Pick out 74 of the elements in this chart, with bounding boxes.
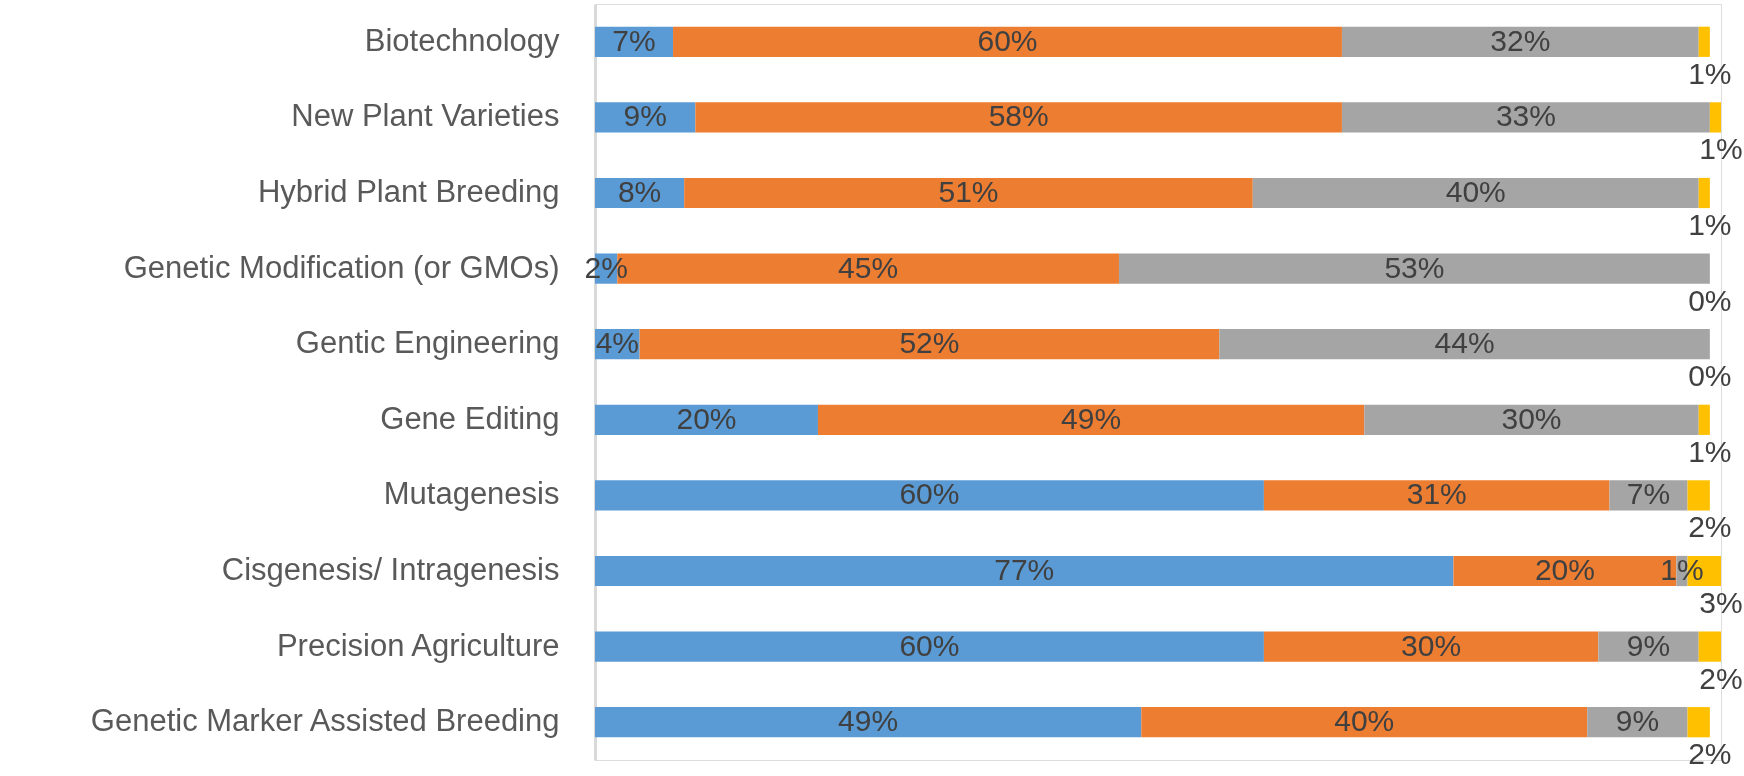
data-label: 9% xyxy=(1626,628,1671,662)
data-label: 53% xyxy=(1384,250,1445,284)
data-label: 9% xyxy=(623,99,667,133)
data-label: 1% xyxy=(1699,132,1743,166)
bar xyxy=(1709,102,1721,133)
y-tick-label: Precision Agriculture xyxy=(276,627,560,663)
bar xyxy=(1687,707,1710,738)
data-label: 77% xyxy=(994,553,1055,586)
y-tick-label: Biotechnology xyxy=(364,22,560,58)
bar xyxy=(695,102,1342,133)
bar xyxy=(595,631,1264,662)
bar xyxy=(673,26,1342,57)
y-tick-label: Genetic Marker Assisted Breeding xyxy=(90,703,560,739)
data-label: 2% xyxy=(1699,661,1743,695)
data-label: 20% xyxy=(676,401,737,435)
bar xyxy=(1141,707,1588,738)
data-label: 8% xyxy=(617,175,662,208)
bar xyxy=(595,480,1264,511)
data-label: 45% xyxy=(838,250,899,284)
bar xyxy=(1263,480,1610,511)
data-label: 7% xyxy=(1626,477,1671,511)
data-label: 33% xyxy=(1495,99,1556,133)
data-label: 0% xyxy=(1688,359,1732,393)
bar xyxy=(1698,26,1710,57)
data-label: 30% xyxy=(1401,628,1462,662)
data-label: 52% xyxy=(899,326,960,360)
y-tick-label: Mutagenesis xyxy=(383,476,560,512)
bar xyxy=(1698,404,1710,435)
bar xyxy=(1219,329,1710,360)
data-label: 32% xyxy=(1490,23,1551,57)
data-label: 2% xyxy=(1688,737,1732,771)
data-label: 30% xyxy=(1501,401,1562,435)
bar xyxy=(595,555,1454,587)
data-label: 1% xyxy=(1688,208,1732,241)
bar xyxy=(684,177,1253,209)
bar xyxy=(1118,253,1710,284)
bar xyxy=(1698,177,1710,209)
data-label: 9% xyxy=(1615,704,1660,738)
y-tick-label: Cisgenesis/ Intragenesis xyxy=(221,552,560,587)
data-label: 60% xyxy=(977,23,1038,57)
data-label: 0% xyxy=(1688,283,1732,317)
data-label: 40% xyxy=(1334,704,1395,738)
data-label: 49% xyxy=(838,704,899,738)
data-label: 40% xyxy=(1445,175,1506,208)
data-label: 1% xyxy=(1688,56,1732,90)
data-label: 7% xyxy=(612,23,656,57)
y-tick-label: Hybrid Plant Breeding xyxy=(257,174,560,209)
y-tick-label: New Plant Varieties xyxy=(291,98,560,134)
data-label: 44% xyxy=(1434,326,1495,360)
data-label: 20% xyxy=(1534,553,1595,586)
bar xyxy=(817,404,1365,435)
data-label: 51% xyxy=(938,175,999,208)
bar xyxy=(1263,631,1599,662)
data-label: 31% xyxy=(1406,477,1467,511)
bar xyxy=(1341,102,1710,133)
bar xyxy=(1698,631,1721,662)
y-tick-label: Genetic Modification (or GMOs) xyxy=(123,249,560,285)
y-tick-label: Gene Editing xyxy=(380,400,560,436)
data-label: 58% xyxy=(988,99,1049,133)
data-label: 4% xyxy=(595,326,639,360)
data-label: 60% xyxy=(899,477,960,511)
data-label: 3% xyxy=(1699,586,1743,619)
bar xyxy=(1364,404,1699,435)
data-label: 49% xyxy=(1061,401,1122,435)
bar xyxy=(1252,177,1699,209)
data-label: 2% xyxy=(1688,510,1732,544)
bar xyxy=(1687,480,1710,511)
data-label: 1% xyxy=(1688,434,1732,468)
data-label: 60% xyxy=(899,628,960,662)
bar xyxy=(595,404,818,435)
bar xyxy=(639,329,1220,360)
y-tick-label: Gentic Engineering xyxy=(295,325,560,361)
bar xyxy=(595,707,1142,738)
bar xyxy=(1341,26,1699,57)
